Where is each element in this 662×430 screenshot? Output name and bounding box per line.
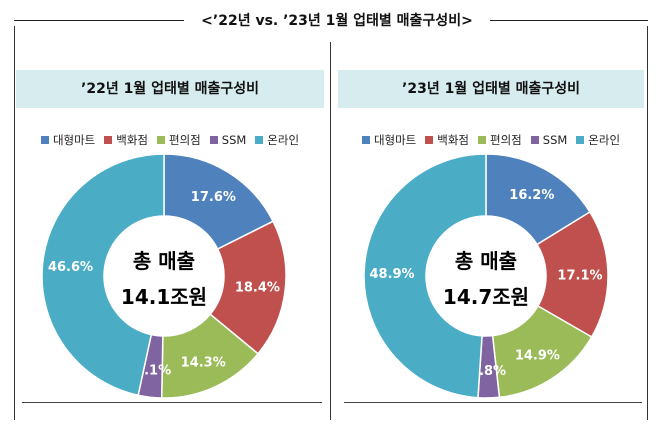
legend-swatch [425, 136, 434, 144]
legend-item: SSM [530, 132, 568, 148]
legend-swatch [576, 136, 585, 144]
legend-item: 편의점 [157, 132, 201, 148]
legend-item: SSM [209, 132, 247, 148]
legend-item: 온라인 [255, 132, 299, 148]
legend-item: 백화점 [104, 132, 148, 148]
legend-item: 대형마트 [361, 132, 417, 148]
legend-item: 온라인 [576, 132, 620, 148]
chart-panel-2023: ’23년 1월 업태별 매출구성비 대형마트 백화점 편의점 SSM 온라인 1… [338, 70, 644, 402]
slice-value-label: 14.9% [515, 349, 560, 364]
title-rule-left [14, 20, 184, 21]
center-label-title: 총 매출 [455, 249, 517, 273]
donut-slice [209, 220, 287, 355]
title-bar: <’22년 vs. ’23년 1월 업태별 매출구성비> [0, 8, 662, 32]
legend-label: 편의점 [169, 133, 201, 147]
legend-item: 백화점 [425, 132, 469, 148]
center-label-value: 14.1조원 [121, 285, 207, 309]
legend: 대형마트 백화점 편의점 SSM 온라인 [16, 132, 324, 148]
chart-panel-2022: ’22년 1월 업태별 매출구성비 대형마트 백화점 편의점 SSM 온라인 1… [16, 70, 324, 402]
legend-label: 대형마트 [373, 133, 417, 147]
legend-item: 대형마트 [40, 132, 96, 148]
center-label-title: 총 매출 [133, 249, 195, 273]
legend-swatch [104, 136, 113, 144]
slice-value-label: 17.6% [191, 190, 236, 205]
donut-slice [363, 153, 487, 399]
legend: 대형마트 백화점 편의점 SSM 온라인 [338, 132, 644, 148]
legend-label: 온라인 [267, 133, 300, 147]
legend-swatch [530, 136, 539, 144]
figure-frame [14, 26, 648, 420]
main-title: <’22년 vs. ’23년 1월 업태별 매출구성비> [201, 13, 473, 29]
panel-title: ’22년 1월 업태별 매출구성비 [16, 70, 324, 108]
legend-label: SSM [542, 133, 568, 147]
panel-baseline [344, 402, 642, 403]
panel-divider [330, 42, 331, 420]
slice-value-label: 16.2% [509, 188, 554, 203]
legend-label: 백화점 [437, 133, 470, 147]
legend-swatch [361, 136, 370, 144]
title-rule-right [490, 20, 648, 21]
legend-label: 백화점 [116, 133, 149, 147]
legend-swatch [478, 136, 487, 144]
slice-value-label: 48.9% [369, 267, 414, 282]
slice-value-label: 14.3% [181, 355, 226, 370]
donut-slice [41, 153, 165, 397]
center-label-value: 14.7조원 [443, 285, 529, 309]
legend-swatch [40, 136, 49, 144]
legend-item: 편의점 [478, 132, 522, 148]
legend-label: 대형마트 [52, 133, 96, 147]
panel-title: ’23년 1월 업태별 매출구성비 [338, 70, 644, 108]
slice-value-label: 46.6% [48, 260, 93, 275]
panel-baseline [22, 402, 322, 403]
slice-value-label: 18.4% [235, 281, 280, 296]
legend-label: SSM [221, 133, 247, 147]
legend-label: 온라인 [588, 133, 621, 147]
legend-swatch [255, 136, 264, 144]
legend-swatch [209, 136, 218, 144]
legend-swatch [157, 136, 166, 144]
slice-value-label: 17.1% [557, 269, 602, 284]
donut-slice [536, 211, 609, 339]
legend-label: 편의점 [490, 133, 522, 147]
